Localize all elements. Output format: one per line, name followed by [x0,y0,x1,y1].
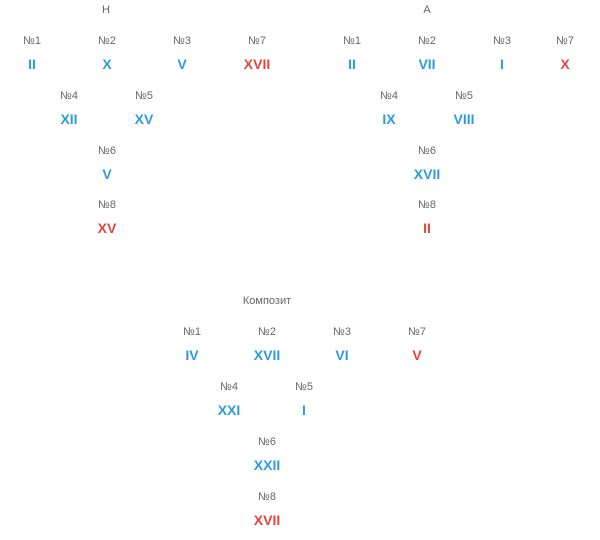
composite-n8-label: №8 [258,491,276,503]
composite-cell-n6: №6 XXII [232,436,302,473]
composite-cell-n5: №5 I [269,381,339,418]
h-n7-value: XVII [243,56,271,72]
composite-cell-n7: №7 V [382,326,452,363]
composite-cell-n2: №2 XVII [232,326,302,363]
h-n3-value: V [177,56,187,72]
composite-n3-value: VI [335,347,349,363]
a-n4-label: №4 [380,90,398,102]
composite-n2-label: №2 [258,326,276,338]
composite-cell-n1: №1 IV [157,326,227,363]
a-n8-label: №8 [418,199,436,211]
h-n8-label: №8 [98,199,116,211]
a-n2-value: VII [418,56,436,72]
a-cell-n8: №8 II [392,199,462,236]
h-n5-value: XV [134,111,154,127]
composite-n5-value: I [302,402,306,418]
h-n4-value: XII [60,111,78,127]
composite-n2-value: XVII [253,347,281,363]
composite-n6-value: XXII [253,457,281,473]
a-cell-n2: №2 VII [392,35,462,72]
a-n5-value: VIII [453,111,475,127]
section-composite-title: Композит [242,295,292,307]
a-n8-value: II [423,220,431,236]
composite-n6-label: №6 [258,436,276,448]
h-n6-value: V [102,166,112,182]
composite-n1-value: IV [185,347,199,363]
a-n4-value: IX [382,111,396,127]
h-n1-label: №1 [23,35,41,47]
composite-n1-label: №1 [183,326,201,338]
composite-cell-n4: №4 XXI [194,381,264,418]
a-n7-label: №7 [556,35,574,47]
h-cell-n3: №3 V [147,35,217,72]
a-n6-value: XVII [413,166,441,182]
a-n7-value: X [560,56,570,72]
h-n2-value: X [102,56,112,72]
composite-n7-value: V [412,347,422,363]
h-n2-label: №2 [98,35,116,47]
h-cell-n7: №7 XVII [222,35,292,72]
a-n5-label: №5 [455,90,473,102]
composite-cell-n8: №8 XVII [232,491,302,528]
h-n3-label: №3 [173,35,191,47]
a-cell-n7: №7 X [530,35,600,72]
h-n4-label: №4 [60,90,78,102]
h-cell-n2: №2 X [72,35,142,72]
a-n6-label: №6 [418,145,436,157]
a-cell-n5: №5 VIII [429,90,499,127]
section-a-title: А [423,4,431,16]
composite-n5-label: №5 [295,381,313,393]
composite-n3-label: №3 [333,326,351,338]
a-n1-value: II [348,56,356,72]
h-cell-n1: №1 II [0,35,67,72]
composite-n7-label: №7 [408,326,426,338]
h-cell-n4: №4 XII [34,90,104,127]
a-cell-n6: №6 XVII [392,145,462,182]
composite-cell-n3: №3 VI [307,326,377,363]
h-n6-label: №6 [98,145,116,157]
section-h-title: Н [102,4,110,16]
h-cell-n6: №6 V [72,145,142,182]
a-cell-n1: №1 II [317,35,387,72]
h-n7-label: №7 [248,35,266,47]
a-n2-label: №2 [418,35,436,47]
a-n1-label: №1 [343,35,361,47]
composite-n4-value: XXI [217,402,241,418]
composite-n4-label: №4 [220,381,238,393]
h-cell-n5: №5 XV [109,90,179,127]
a-n3-label: №3 [493,35,511,47]
h-n1-value: II [28,56,36,72]
h-n8-value: XV [97,220,117,236]
composite-n8-value: XVII [253,512,281,528]
a-cell-n4: №4 IX [354,90,424,127]
a-cell-n3: №3 I [467,35,537,72]
a-n3-value: I [500,56,504,72]
h-n5-label: №5 [135,90,153,102]
h-cell-n8: №8 XV [72,199,142,236]
